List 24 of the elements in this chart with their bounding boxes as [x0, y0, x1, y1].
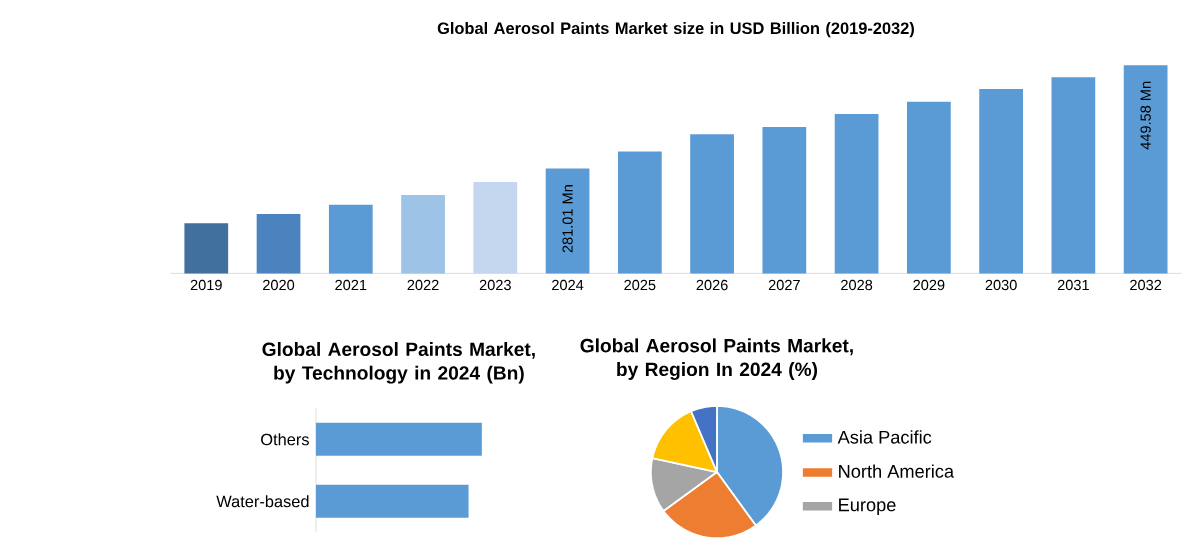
legend-label: Europe: [839, 498, 896, 516]
x-tick-label: 2023: [479, 279, 511, 291]
data-label: 281.01 Mn: [562, 185, 573, 253]
x-tick-label: 2026: [696, 279, 728, 291]
x-tick-label: 2022: [407, 279, 439, 291]
x-tick-label: 2028: [841, 279, 873, 291]
x-tick-label: 2029: [913, 279, 945, 291]
y-tick-label: Water-based: [216, 495, 309, 508]
x-tick-label: 2030: [985, 279, 1017, 291]
x-tick-label: 2032: [1130, 279, 1162, 291]
chart-title: Global Aerosol Paints Market size in USD Billion (2019-2032): [437, 22, 914, 38]
legend-label: North America: [839, 464, 955, 478]
x-tick-label: 2024: [552, 279, 584, 291]
x-tick-label: 2031: [1057, 279, 1089, 291]
legend-label: Asia Pacific: [837, 430, 932, 444]
x-tick-label: 2025: [624, 279, 656, 291]
x-tick-label: 2027: [768, 279, 800, 291]
chart-title: Global Aerosol Paints Market, by Region In 2024 (%): [580, 338, 853, 381]
x-tick-label: 2019: [190, 279, 222, 291]
y-tick-label: Others: [261, 433, 309, 446]
chart-title: Global Aerosol Paints Market, by Technology in 2024 (Bn): [262, 342, 535, 384]
x-tick-label: 2021: [335, 279, 367, 291]
data-label: 449.58 Mn: [1140, 81, 1151, 150]
x-tick-label: 2020: [263, 279, 295, 291]
